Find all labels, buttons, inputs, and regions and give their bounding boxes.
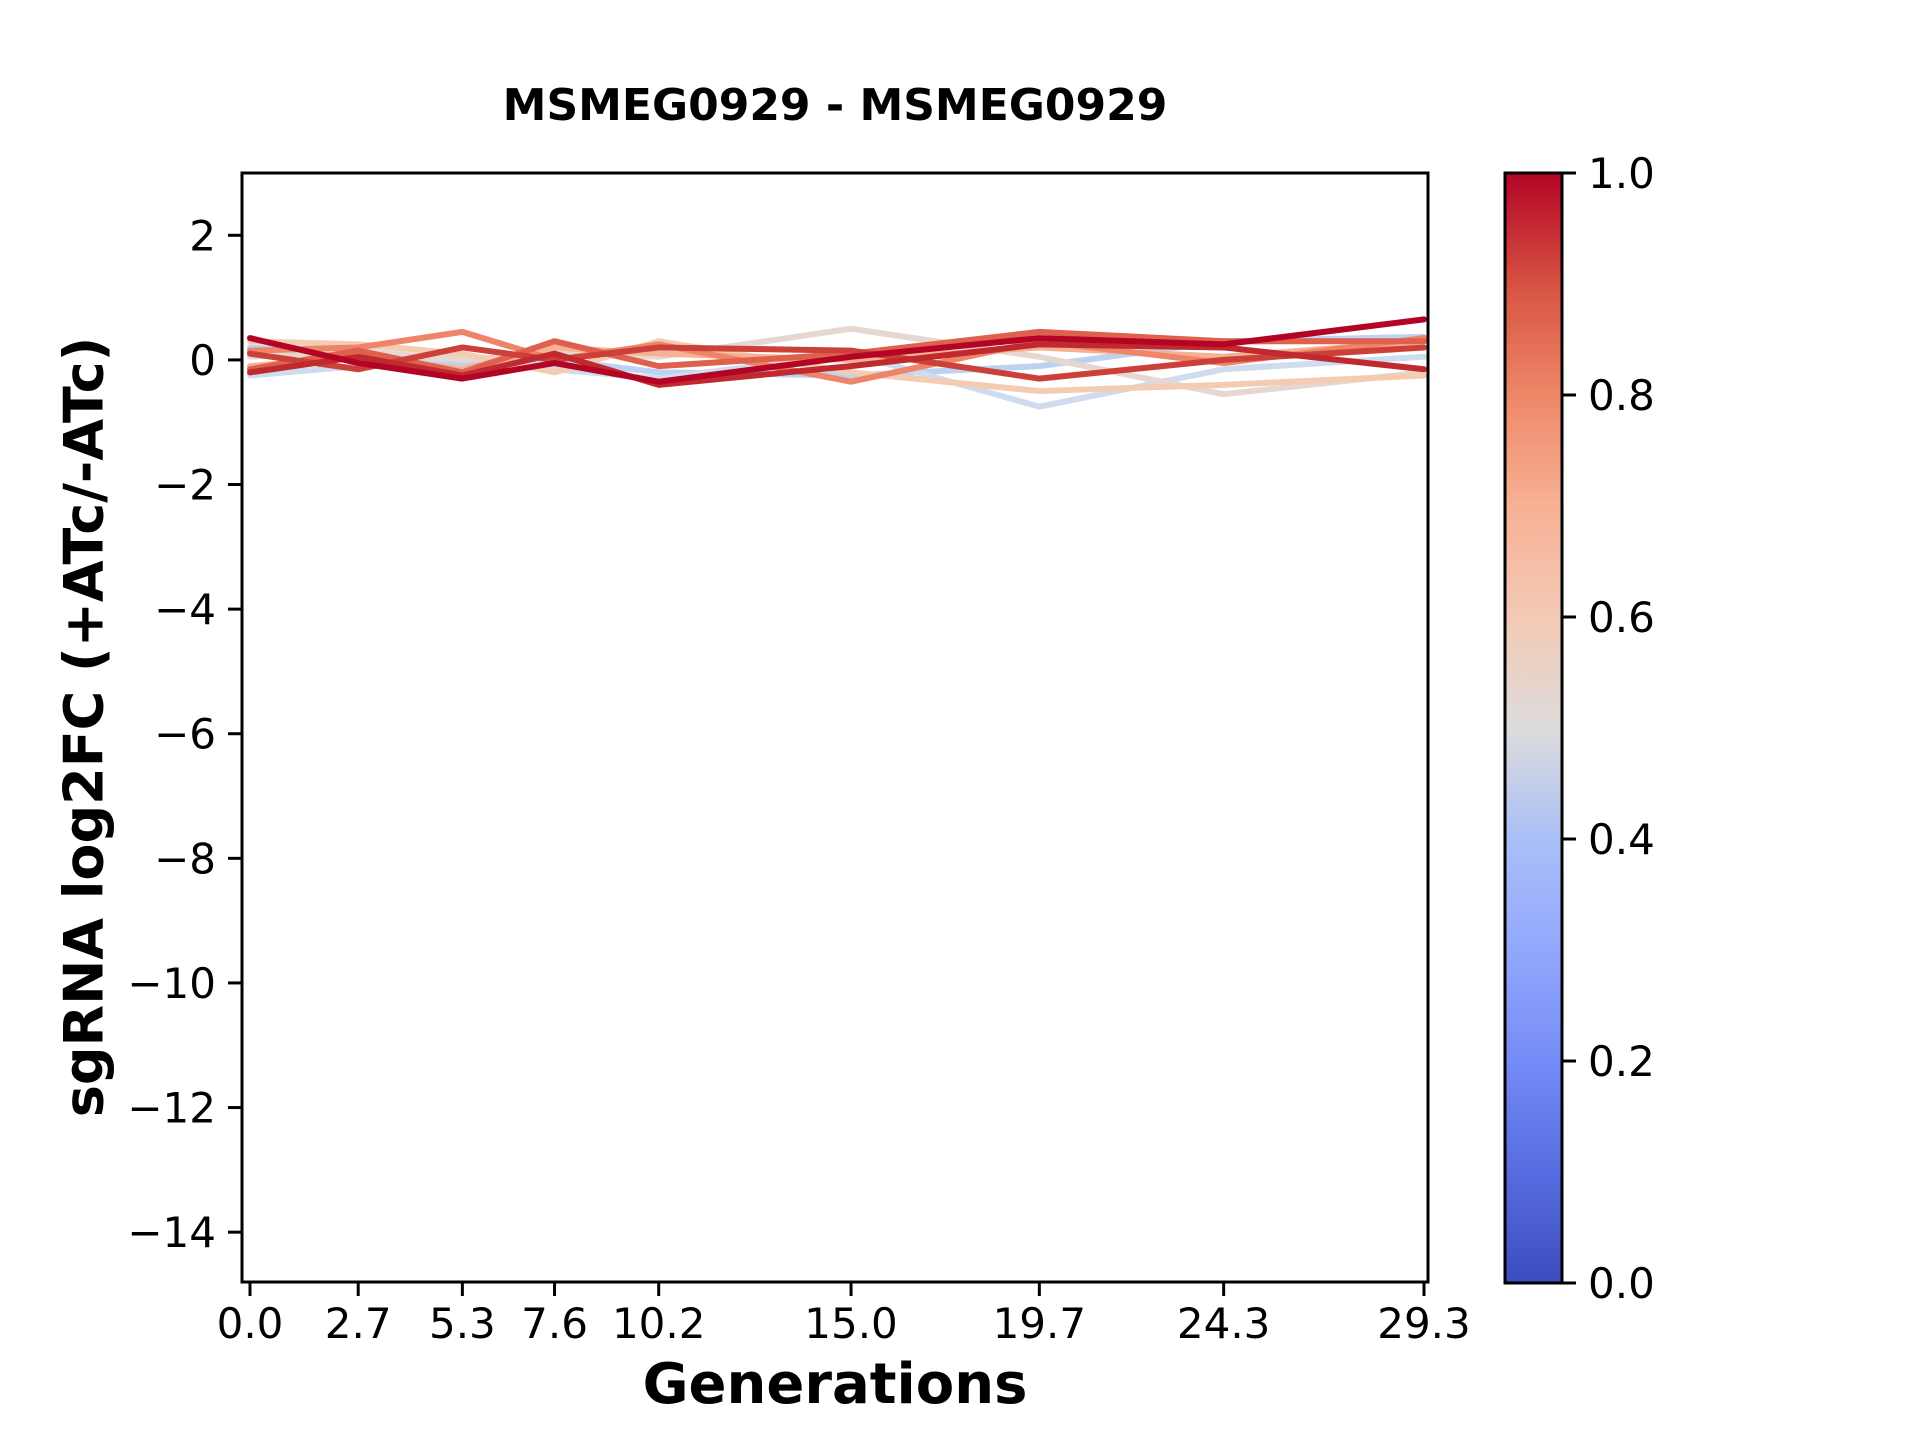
y-tick-label: 0: [189, 336, 216, 385]
colorbar: [1503, 171, 1564, 1285]
y-tick-label: −4: [154, 585, 216, 634]
y-tick-label: −12: [127, 1084, 216, 1133]
colorbar-tick-label: 0.4: [1588, 815, 1655, 864]
series-line-sgRNA_07: [247, 328, 1427, 376]
series-line-sgRNA_10: [247, 316, 1427, 385]
series-line-sgRNA_03: [247, 325, 1427, 398]
y-tick-label: 2: [189, 211, 216, 260]
series-line-sgRNA_09: [247, 341, 1427, 388]
x-tick-label: 0.0: [217, 1299, 284, 1348]
y-tick-label: −6: [154, 710, 216, 759]
series-line-sgRNA_04: [247, 338, 1427, 395]
colorbar-tick-label: 0.0: [1588, 1259, 1655, 1308]
colorbar-tick-label: 0.2: [1588, 1037, 1655, 1086]
y-tick-label: −10: [127, 959, 216, 1008]
x-tick-label: 15.0: [804, 1299, 898, 1348]
colorbar-tick-label: 0.8: [1588, 371, 1655, 420]
x-tick-label: 24.3: [1177, 1299, 1271, 1348]
y-tick-label: −8: [154, 834, 216, 883]
colorbar-tick-label: 1.0: [1588, 149, 1655, 198]
x-tick-label: 5.3: [429, 1299, 496, 1348]
y-tick-label: −14: [127, 1208, 216, 1257]
axes-spines: [240, 171, 1430, 1284]
x-tick-label: 2.7: [325, 1299, 392, 1348]
chart-title: MSMEG0929 - MSMEG0929: [502, 80, 1168, 131]
x-tick-label: 7.6: [521, 1299, 588, 1348]
x-axis-label: Generations: [642, 1352, 1028, 1417]
y-axis-label: sgRNA log2FC (+ATc/-ATc): [52, 336, 116, 1118]
x-tick-label: 19.7: [993, 1299, 1087, 1348]
colorbar-tick-label: 0.6: [1588, 593, 1655, 642]
series-line-sgRNA_06: [247, 328, 1427, 385]
x-tick-label: 29.3: [1377, 1299, 1471, 1348]
y-tick-label: −2: [154, 461, 216, 510]
x-tick-label: 10.2: [612, 1299, 706, 1348]
